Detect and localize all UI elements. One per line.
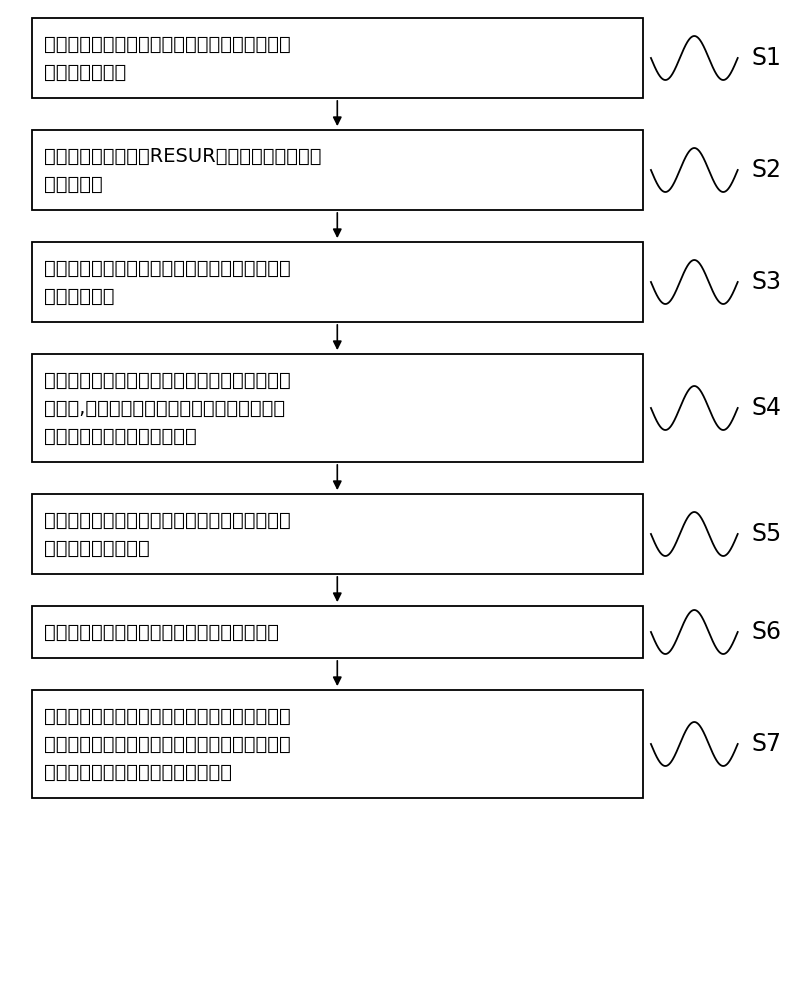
Bar <box>32 18 643 98</box>
Bar <box>32 354 643 462</box>
Text: 沉积绝缘介质刻蚀停止层，沉积层间介质层；: 沉积绝缘介质刻蚀停止层，沉积层间介质层； <box>43 622 279 642</box>
Text: 形成多个接触孔和第一金属层，近沟道一侧的第: 形成多个接触孔和第一金属层，近沟道一侧的第 <box>43 706 290 726</box>
Text: 积金属硅化反应阻挡介质层；: 积金属硅化反应阻挡介质层； <box>43 426 196 446</box>
Text: 入形成体区；: 入形成体区； <box>43 286 114 306</box>
Text: 多晶硅栅进行光刻，刻蚀后保留光刻胶，进行注: 多晶硅栅进行光刻，刻蚀后保留光刻胶，进行注 <box>43 258 290 277</box>
Text: S5: S5 <box>751 522 781 546</box>
Bar <box>32 130 643 210</box>
Text: S7: S7 <box>751 732 781 756</box>
Text: 定义多晶硅栅；: 定义多晶硅栅； <box>43 62 125 82</box>
Text: 在多晶硅栅、第一重掺杂区和第二重掺杂区和表: 在多晶硅栅、第一重掺杂区和第二重掺杂区和表 <box>43 510 290 530</box>
Text: S3: S3 <box>751 270 781 294</box>
Text: 杂区和,在低能量漂移区形成第一重掺杂区，沉: 杂区和,在低能量漂移区形成第一重掺杂区，沉 <box>43 398 285 418</box>
Text: 形成高能量漂移区和RESUR层注入区，以及低能: 形成高能量漂移区和RESUR层注入区，以及低能 <box>43 146 321 165</box>
Text: 面形成金属硅化物；: 面形成金属硅化物； <box>43 538 149 558</box>
Text: S6: S6 <box>751 620 781 644</box>
Bar <box>32 690 643 798</box>
Bar <box>32 494 643 574</box>
Text: 量漂移区；: 量漂移区； <box>43 174 103 194</box>
Text: S4: S4 <box>751 396 781 420</box>
Text: 在衬底或外延层上形成浅沟槽隔离、栅介质层并: 在衬底或外延层上形成浅沟槽隔离、栅介质层并 <box>43 34 290 53</box>
Text: S2: S2 <box>751 158 781 182</box>
Text: 一侧的第二部分接触孔短接至源极。: 一侧的第二部分接触孔短接至源极。 <box>43 762 231 782</box>
Text: S1: S1 <box>751 46 781 70</box>
Text: 一部分接触孔通过金属层短接至栅极，靠近漏极: 一部分接触孔通过金属层短接至栅极，靠近漏极 <box>43 734 290 754</box>
Bar <box>32 606 643 658</box>
Bar <box>32 242 643 322</box>
Text: 形成侧墙，在体区形成第一重掺杂区和第二重掺: 形成侧墙，在体区形成第一重掺杂区和第二重掺 <box>43 370 290 389</box>
